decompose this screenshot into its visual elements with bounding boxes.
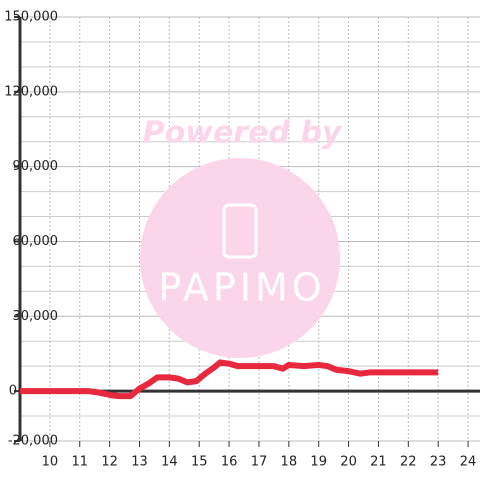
x-tick-label: 10 [42,455,59,470]
x-tick-label: 24 [460,455,477,470]
data-line [20,359,439,400]
x-tick-label: 16 [221,455,238,470]
x-tick-label: 19 [310,455,327,470]
watermark-phone [222,203,258,259]
x-tick-label: 17 [251,455,268,470]
x-tick-label: 14 [161,455,178,470]
x-tick-label: 21 [370,455,387,470]
x-tick-label: 11 [71,455,88,470]
watermark-text: Powered by [143,116,343,151]
x-tick-label: 22 [400,455,417,470]
x-tick-label: 20 [340,455,357,470]
y-tick-label: 120,000 [4,84,58,99]
x-tick-label: 15 [191,455,208,470]
y-tick-label: 60,000 [13,234,59,249]
x-tick-label: 18 [281,455,298,470]
y-tick-label: 0 [9,384,17,399]
x-tick-label: 13 [131,455,148,470]
y-tick-label: -20,000 [8,434,58,449]
x-tick-label: 23 [430,455,447,470]
y-tick-label: 30,000 [13,309,59,324]
watermark-logo: PAPIMO [158,266,325,310]
y-tick-label: 90,000 [13,159,59,174]
x-tick-label: 12 [101,455,118,470]
y-tick-label: 150,000 [4,10,58,25]
